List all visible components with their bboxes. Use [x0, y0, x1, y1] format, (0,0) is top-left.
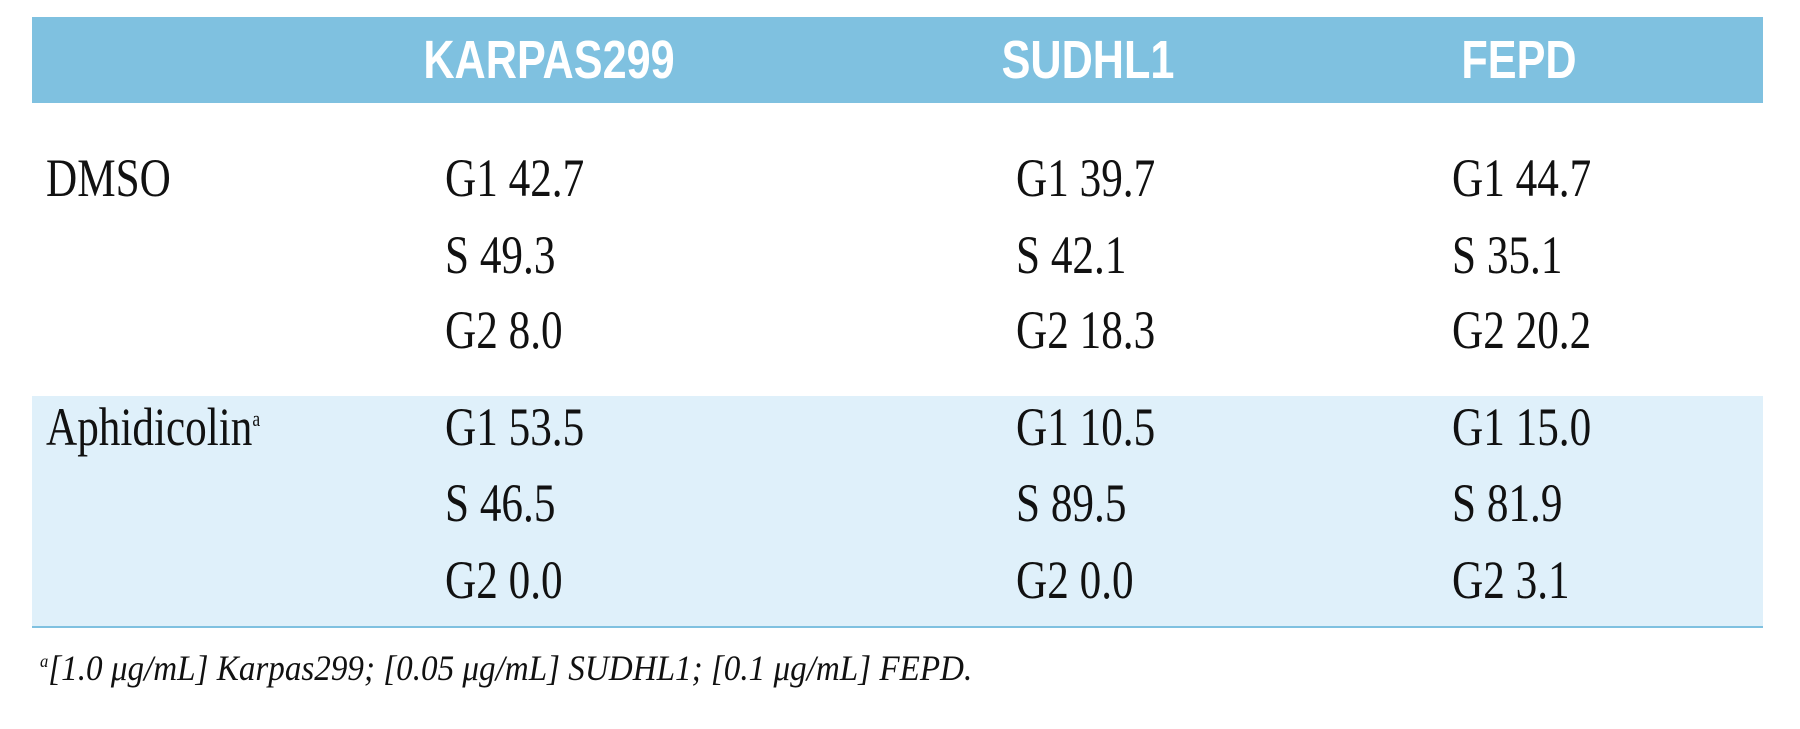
row-label-text: Aphidicolin [46, 397, 253, 457]
cell-value: S 42.1 [1016, 225, 1127, 285]
column-header: KARPAS299 [423, 30, 675, 90]
cell-value: G1 44.7 [1452, 148, 1592, 208]
footnote-text: [1.0 μg/mL] Karpas299; [0.05 μg/mL] SUDH… [48, 648, 973, 688]
cell-value: S 81.9 [1452, 473, 1563, 533]
row-label: DMSO [46, 147, 171, 209]
cell-value: S 35.1 [1452, 225, 1563, 285]
row-label-note: a [252, 406, 261, 431]
header-band [32, 17, 1763, 103]
cell-value: G1 15.0 [1452, 397, 1592, 457]
cell-value: G2 3.1 [1452, 550, 1570, 610]
cell-value: G2 20.2 [1452, 300, 1592, 360]
cell-value: S 49.3 [445, 225, 556, 285]
cell-value: S 89.5 [1016, 473, 1127, 533]
column-header: FEPD [1461, 30, 1577, 90]
cell-value: G2 0.0 [445, 550, 563, 610]
footnote: a[1.0 μg/mL] Karpas299; [0.05 μg/mL] SUD… [40, 647, 972, 689]
row-band [32, 396, 1763, 626]
cell-value: G1 10.5 [1016, 397, 1156, 457]
cell-value: G2 8.0 [445, 300, 563, 360]
row-label: Aphidicolina [46, 396, 260, 458]
bottom-rule [32, 626, 1763, 628]
cell-value: G1 53.5 [445, 397, 585, 457]
cell-value: G2 18.3 [1016, 300, 1156, 360]
footnote-marker: a [40, 651, 49, 671]
cell-value: G2 0.0 [1016, 550, 1134, 610]
cell-value: S 46.5 [445, 473, 556, 533]
cell-value: G1 42.7 [445, 148, 585, 208]
column-header: SUDHL1 [1001, 30, 1175, 90]
cell-value: G1 39.7 [1016, 148, 1156, 208]
row-label-text: DMSO [46, 148, 171, 208]
